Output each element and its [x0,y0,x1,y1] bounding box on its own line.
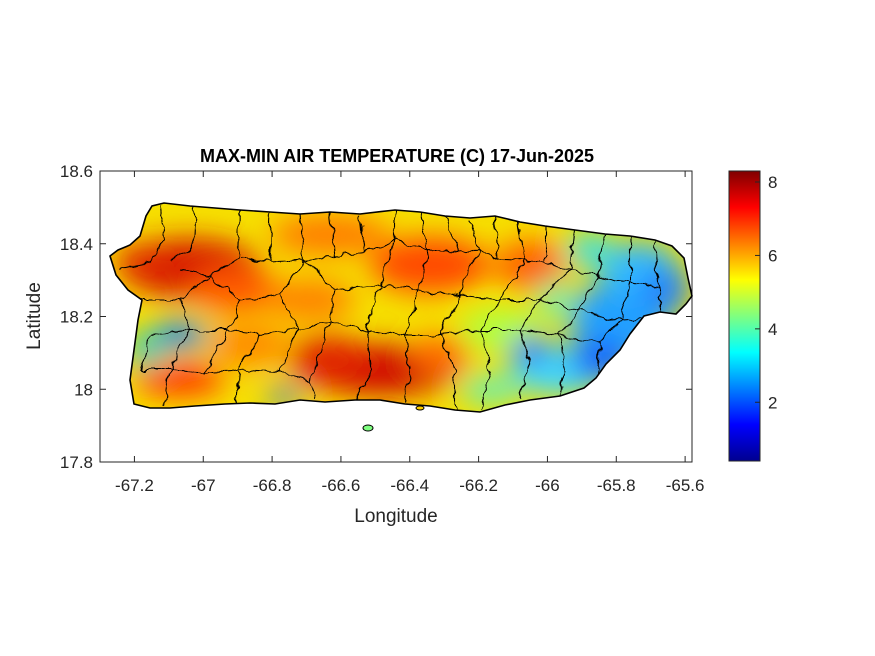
x-tick-label: -66.2 [459,476,498,495]
x-tick-label: -65.6 [666,476,705,495]
map-title: MAX-MIN AIR TEMPERATURE (C) 17-Jun-2025 [200,146,594,166]
islet-caja-de-muertos [362,424,374,432]
y-axis-label: Latitude [24,282,45,350]
x-tick-label: -65.8 [597,476,636,495]
y-tick-label: 17.8 [60,453,93,472]
municipality-boundaries [119,204,661,412]
x-axis-label: Longitude [354,506,437,527]
colorbar-tick-label: 6 [768,246,777,265]
colorbar-tick-label: 8 [768,173,777,192]
colorbar-ticks: 2 4 6 8 [755,173,777,412]
y-tick-label: 18 [74,380,93,399]
y-tick-label: 18.2 [60,308,93,327]
islet-south [415,405,425,411]
x-tick-label: -67.2 [115,476,154,495]
y-axis-ticks: 17.8 18 18.2 18.4 18.6 [60,162,692,472]
y-tick-label: 18.6 [60,162,93,181]
x-tick-label: -66.6 [322,476,361,495]
x-tick-label: -67 [191,476,216,495]
x-tick-label: -66.8 [253,476,292,495]
x-tick-label: -66.4 [390,476,429,495]
x-axis-ticks: -67.2 -67 -66.8 -66.6 -66.4 -66.2 -66 -65.8 -65.… [115,171,704,495]
colorbar [728,170,761,462]
colorbar-tick-label: 2 [768,393,777,412]
y-tick-label: 18.4 [60,235,93,254]
colorbar-tick-label: 4 [768,320,777,339]
x-tick-label: -66 [535,476,560,495]
